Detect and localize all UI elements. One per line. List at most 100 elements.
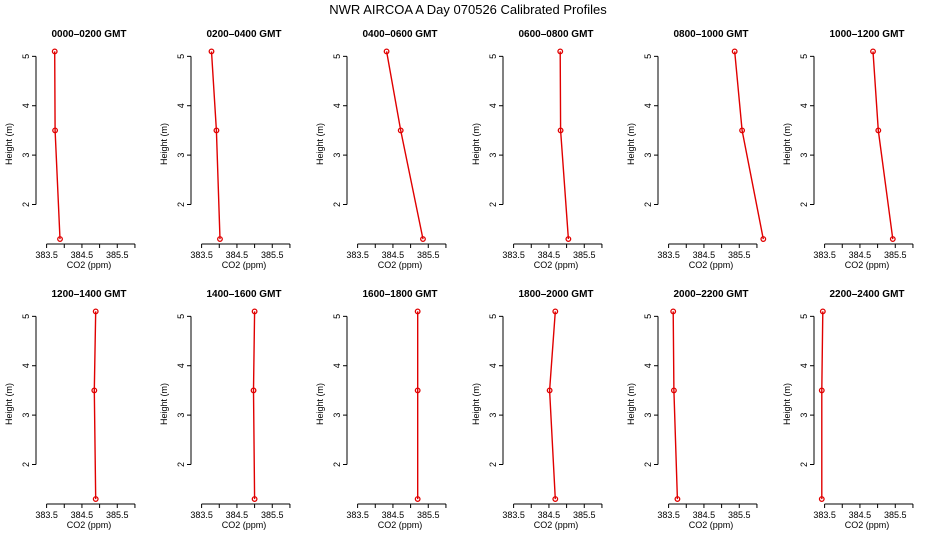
x-tick-label: 384.5 <box>693 510 716 520</box>
y-tick-label: 2 <box>799 462 809 467</box>
y-tick-label: 4 <box>21 363 31 368</box>
profile-point <box>57 236 63 243</box>
profile-line <box>872 51 894 240</box>
x-tick-label: 383.5 <box>657 250 680 260</box>
y-tick-label: 4 <box>488 363 498 368</box>
x-tick-label: 384.5 <box>226 510 249 520</box>
y-tick-label: 4 <box>176 363 186 368</box>
y-tick-label: 5 <box>21 54 31 59</box>
x-axis-label: CO2 (ppm) <box>689 520 734 530</box>
x-axis-label: CO2 (ppm) <box>689 260 734 270</box>
x-axis-label: CO2 (ppm) <box>845 260 890 270</box>
profile-point <box>552 308 559 315</box>
profile-point <box>557 127 564 134</box>
profile-line <box>734 51 764 240</box>
y-tick-label: 3 <box>488 153 498 158</box>
y-tick-label: 4 <box>21 103 31 108</box>
profile-point <box>818 387 825 394</box>
profile-point <box>552 496 559 503</box>
x-tick-label: 385.5 <box>573 250 596 260</box>
profile-point <box>420 236 426 243</box>
x-tick-label: 385.5 <box>261 250 284 260</box>
y-axis-label: Height (m) <box>782 123 792 165</box>
y-tick-label: 4 <box>643 363 653 368</box>
x-tick-label: 385.5 <box>728 250 751 260</box>
x-tick-label: 385.5 <box>884 510 907 520</box>
panel-title: 0400–0600 GMT <box>362 29 437 40</box>
y-tick-label: 2 <box>21 462 31 467</box>
x-axis-label: CO2 (ppm) <box>67 260 112 270</box>
profile-point <box>213 127 220 134</box>
y-axis-label: Height (m) <box>782 383 792 425</box>
y-tick-label: 2 <box>488 462 498 467</box>
x-tick-label: 383.5 <box>502 250 525 260</box>
y-tick-label: 2 <box>21 202 31 207</box>
y-tick-label: 2 <box>176 202 186 207</box>
x-tick-label: 383.5 <box>813 250 836 260</box>
panel-title: 2000–2200 GMT <box>673 289 748 300</box>
y-tick-label: 5 <box>332 54 342 59</box>
y-tick-label: 5 <box>643 314 653 319</box>
y-tick-label: 2 <box>332 202 342 207</box>
profile-point <box>414 308 421 315</box>
x-tick-label: 383.5 <box>190 510 213 520</box>
profile-point <box>565 236 572 243</box>
x-tick-label: 385.5 <box>728 510 751 520</box>
y-tick-label: 2 <box>799 202 809 207</box>
panel-title: 0200–0400 GMT <box>206 29 281 40</box>
profile-point <box>91 387 98 394</box>
y-axis-label: Height (m) <box>471 383 481 425</box>
x-axis-label: CO2 (ppm) <box>378 520 423 530</box>
y-tick-label: 2 <box>643 202 653 207</box>
y-tick-label: 2 <box>488 202 498 207</box>
x-tick-label: 383.5 <box>190 250 213 260</box>
y-tick-label: 4 <box>643 103 653 108</box>
x-axis-label: CO2 (ppm) <box>222 260 267 270</box>
profile-point <box>818 496 825 503</box>
profile-line <box>210 51 221 240</box>
x-tick-label: 385.5 <box>106 250 129 260</box>
x-tick-label: 384.5 <box>382 510 405 520</box>
y-tick-label: 5 <box>799 54 809 59</box>
profile-line <box>385 51 424 240</box>
x-tick-label: 383.5 <box>346 510 369 520</box>
x-tick-label: 384.5 <box>538 250 561 260</box>
x-axis-label: CO2 (ppm) <box>534 260 579 270</box>
profile-point <box>251 308 258 315</box>
x-tick-label: 383.5 <box>657 510 680 520</box>
profile-line <box>559 51 570 240</box>
chart-title: NWR AIRCOA A Day 070526 Calibrated Profi… <box>329 2 607 17</box>
profile-point <box>670 308 677 315</box>
y-tick-label: 5 <box>643 54 653 59</box>
x-tick-label: 384.5 <box>226 250 249 260</box>
y-tick-label: 5 <box>488 314 498 319</box>
panel-title: 2200–2400 GMT <box>829 289 904 300</box>
x-axis-label: CO2 (ppm) <box>845 520 890 530</box>
y-axis-label: Height (m) <box>315 383 325 425</box>
profile-line <box>821 311 824 500</box>
y-tick-label: 4 <box>799 103 809 108</box>
x-axis-label: CO2 (ppm) <box>378 260 423 270</box>
panel-title: 1200–1400 GMT <box>51 289 126 300</box>
x-tick-label: 385.5 <box>573 510 596 520</box>
y-tick-label: 3 <box>799 153 809 158</box>
profile-line <box>252 311 256 500</box>
profile-point <box>383 48 390 55</box>
panel-title: 0800–1000 GMT <box>673 29 748 40</box>
y-tick-label: 2 <box>332 462 342 467</box>
profile-point <box>51 48 58 55</box>
profile-point <box>889 236 896 243</box>
y-axis-label: Height (m) <box>4 383 14 425</box>
y-tick-label: 4 <box>799 363 809 368</box>
profile-point <box>217 236 223 243</box>
